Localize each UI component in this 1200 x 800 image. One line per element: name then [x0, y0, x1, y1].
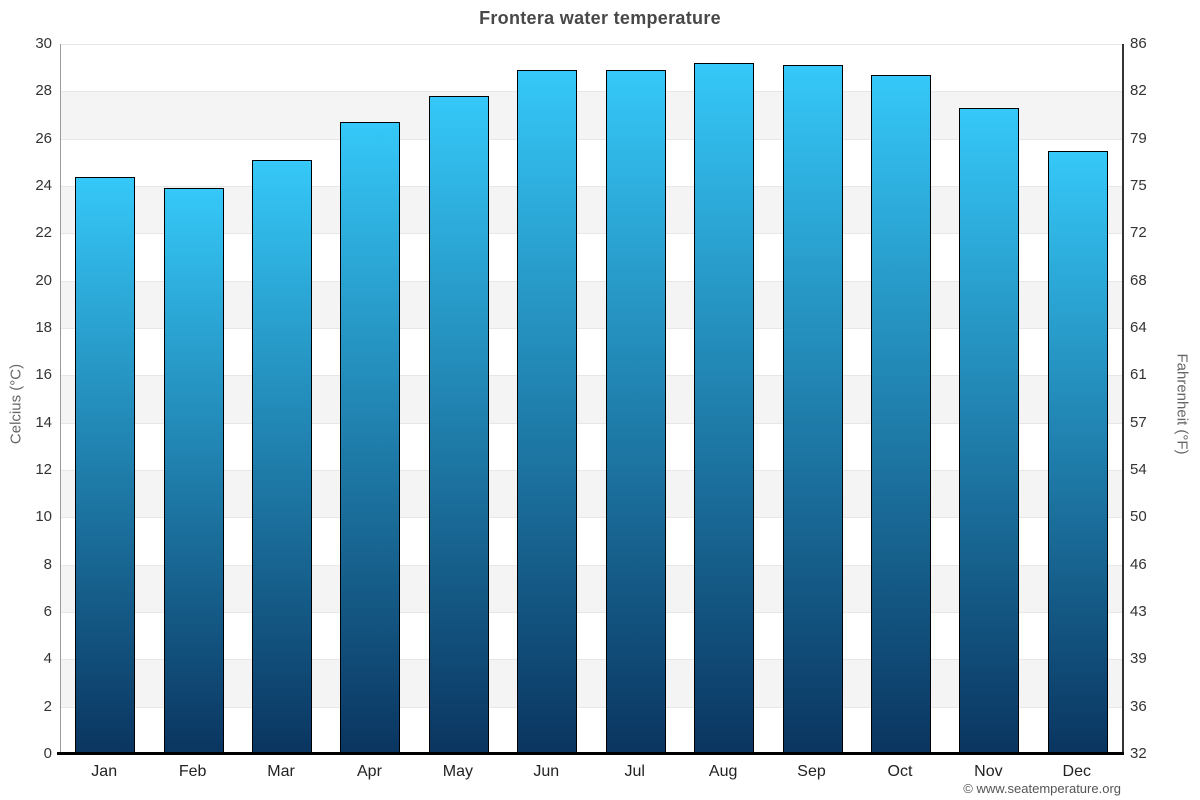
plot-band [61, 186, 1122, 234]
y-axis-left-ticks: 0 2 4 6 8 10 12 14 16 18 20 22 24 26 28 30 [0, 35, 52, 762]
y-tick-right: 79 [1130, 129, 1147, 147]
chart-title: Frontera water temperature [479, 8, 721, 28]
y-tick-left: 14 [35, 413, 52, 431]
bar-apr[interactable] [340, 122, 401, 754]
y-tick-left: 4 [43, 650, 52, 668]
plot-band [61, 659, 1122, 707]
x-label-feb: Feb [178, 763, 207, 780]
y-tick-right: 61 [1130, 366, 1147, 384]
bar-oct[interactable] [870, 74, 931, 754]
x-label-mar: Mar [267, 763, 295, 780]
gridline [61, 564, 1122, 566]
y-tick-right: 57 [1130, 413, 1147, 431]
x-label-jun: Jun [533, 763, 560, 780]
y-tick-right: 50 [1130, 508, 1147, 526]
credit-link[interactable]: © www.seatemperature.org [963, 781, 1121, 796]
x-label-sep: Sep [797, 763, 826, 780]
y-tick-right: 86 [1130, 35, 1147, 52]
bar-jan[interactable] [75, 176, 136, 754]
y-tick-left: 0 [43, 745, 52, 762]
bar-nov[interactable] [959, 107, 1020, 754]
bar-sep[interactable] [782, 65, 843, 754]
gridline [61, 470, 1122, 471]
y-tick-right: 36 [1130, 697, 1147, 715]
y-tick-left: 30 [35, 35, 52, 52]
y-tick-right: 72 [1130, 224, 1147, 242]
gridline [61, 280, 1122, 282]
plot-area [60, 44, 1124, 754]
x-label-jul: Jul [624, 763, 645, 780]
gridline [61, 706, 1122, 708]
gridline [61, 612, 1122, 613]
x-axis-line [57, 752, 1124, 755]
x-label-aug: Aug [708, 763, 738, 780]
y-tick-right: 43 [1130, 603, 1147, 620]
y-tick-right: 46 [1130, 555, 1147, 573]
gridline [61, 517, 1122, 519]
bar-jul[interactable] [605, 70, 666, 754]
y-tick-left: 16 [35, 366, 52, 384]
plot-band [61, 375, 1122, 423]
bar-dec[interactable] [1047, 150, 1108, 754]
gridline [61, 233, 1122, 235]
x-label-jan: Jan [91, 763, 118, 780]
plot-band [61, 470, 1122, 518]
plot-band [61, 564, 1122, 612]
y-tick-right: 39 [1130, 650, 1147, 668]
x-label-dec: Dec [1062, 763, 1092, 780]
y-tick-left: 22 [35, 224, 52, 242]
gridline [61, 186, 1122, 187]
y-tick-right: 64 [1130, 319, 1147, 336]
y-tick-left: 6 [43, 603, 52, 620]
gridline [61, 44, 1122, 45]
y-tick-left: 12 [35, 461, 52, 478]
y-tick-left: 24 [35, 177, 52, 194]
y-tick-left: 18 [35, 319, 52, 336]
y-tick-right: 82 [1130, 82, 1147, 100]
bar-aug[interactable] [694, 62, 755, 754]
bar-feb[interactable] [163, 188, 224, 754]
bar-mar[interactable] [252, 159, 313, 754]
x-label-may: May [442, 763, 473, 780]
x-label-nov: Nov [974, 763, 1003, 780]
y-tick-left: 28 [35, 82, 52, 100]
y-tick-left: 10 [35, 508, 52, 526]
x-label-oct: Oct [887, 763, 913, 780]
gridline [61, 91, 1122, 93]
y-tick-right: 68 [1130, 271, 1147, 289]
y-tick-left: 26 [35, 129, 52, 147]
gridline [61, 328, 1122, 329]
gridline [61, 422, 1122, 424]
y-tick-left: 2 [43, 697, 52, 715]
bar-jun[interactable] [517, 70, 578, 754]
gridline [61, 138, 1122, 140]
y-tick-right: 32 [1130, 745, 1147, 762]
y-tick-right: 54 [1130, 461, 1147, 478]
plot-band [61, 280, 1122, 328]
plot-band [61, 91, 1122, 139]
y-axis-right-ticks: 32 36 39 43 46 50 54 57 61 64 68 72 75 79 82 86 [1130, 35, 1190, 762]
bar-may[interactable] [428, 96, 489, 754]
y-tick-right: 75 [1130, 177, 1147, 194]
x-label-apr: Apr [357, 763, 382, 780]
gridline [61, 659, 1122, 661]
y-tick-left: 20 [35, 271, 52, 289]
gridline [61, 375, 1122, 377]
y-tick-left: 8 [43, 555, 52, 573]
